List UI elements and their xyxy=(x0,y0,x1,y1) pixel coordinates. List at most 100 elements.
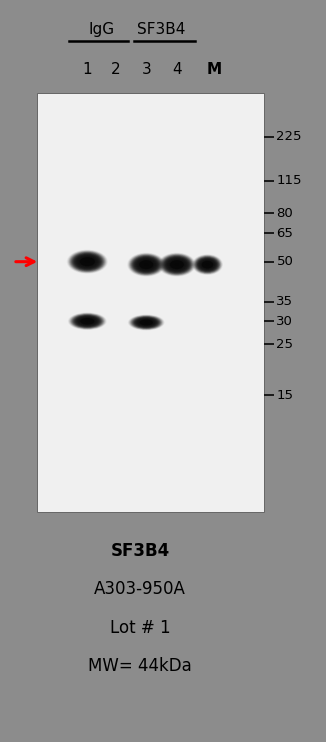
Ellipse shape xyxy=(137,318,156,326)
Ellipse shape xyxy=(128,253,164,276)
Text: 4: 4 xyxy=(172,62,182,76)
Ellipse shape xyxy=(131,255,162,275)
Ellipse shape xyxy=(199,259,215,270)
Text: 80: 80 xyxy=(276,207,293,220)
Ellipse shape xyxy=(130,255,163,275)
Ellipse shape xyxy=(169,260,185,270)
Ellipse shape xyxy=(131,316,161,329)
Ellipse shape xyxy=(140,320,152,325)
Ellipse shape xyxy=(143,263,149,266)
Ellipse shape xyxy=(197,257,218,272)
Ellipse shape xyxy=(132,255,161,274)
Ellipse shape xyxy=(80,318,95,324)
Ellipse shape xyxy=(68,250,107,273)
Ellipse shape xyxy=(204,262,211,267)
Ellipse shape xyxy=(128,315,165,330)
Ellipse shape xyxy=(80,257,95,266)
Ellipse shape xyxy=(161,255,192,275)
Text: Lot # 1: Lot # 1 xyxy=(110,619,170,637)
Ellipse shape xyxy=(80,318,95,324)
Ellipse shape xyxy=(139,320,153,326)
Ellipse shape xyxy=(74,315,100,327)
Ellipse shape xyxy=(170,260,184,269)
Ellipse shape xyxy=(76,255,99,269)
Ellipse shape xyxy=(133,317,159,328)
Ellipse shape xyxy=(162,255,191,274)
Ellipse shape xyxy=(75,255,100,269)
Ellipse shape xyxy=(132,316,160,329)
Text: A303-950A: A303-950A xyxy=(94,580,186,598)
Ellipse shape xyxy=(158,252,196,277)
Ellipse shape xyxy=(70,313,105,329)
Ellipse shape xyxy=(139,260,153,269)
Ellipse shape xyxy=(198,258,217,271)
Ellipse shape xyxy=(135,257,157,272)
Ellipse shape xyxy=(172,262,181,268)
Ellipse shape xyxy=(84,320,90,323)
Ellipse shape xyxy=(141,321,152,325)
Ellipse shape xyxy=(167,258,187,271)
Text: MW= 44kDa: MW= 44kDa xyxy=(88,657,192,675)
Ellipse shape xyxy=(145,322,147,323)
Ellipse shape xyxy=(68,312,107,330)
Ellipse shape xyxy=(79,257,96,267)
Ellipse shape xyxy=(165,257,189,272)
Ellipse shape xyxy=(171,261,182,268)
Ellipse shape xyxy=(142,321,151,324)
Ellipse shape xyxy=(81,318,94,324)
Ellipse shape xyxy=(72,315,102,328)
Ellipse shape xyxy=(159,253,195,276)
Ellipse shape xyxy=(192,255,223,275)
Ellipse shape xyxy=(134,257,159,272)
Ellipse shape xyxy=(204,263,210,266)
Text: 25: 25 xyxy=(276,338,293,351)
Ellipse shape xyxy=(138,318,155,326)
Ellipse shape xyxy=(202,261,213,268)
Text: 15: 15 xyxy=(276,389,293,402)
Ellipse shape xyxy=(144,263,148,266)
Text: 30: 30 xyxy=(276,315,293,328)
Ellipse shape xyxy=(136,318,157,327)
Ellipse shape xyxy=(170,260,184,269)
Text: 1: 1 xyxy=(82,62,92,76)
Ellipse shape xyxy=(194,256,221,274)
Ellipse shape xyxy=(164,257,189,272)
Ellipse shape xyxy=(196,257,218,272)
Ellipse shape xyxy=(168,259,186,270)
Ellipse shape xyxy=(144,322,148,324)
Ellipse shape xyxy=(73,315,101,327)
Text: SF3B4: SF3B4 xyxy=(111,542,170,559)
Ellipse shape xyxy=(85,321,89,322)
Ellipse shape xyxy=(84,260,90,263)
Ellipse shape xyxy=(78,256,97,267)
Ellipse shape xyxy=(72,252,103,271)
Ellipse shape xyxy=(201,260,213,269)
Ellipse shape xyxy=(141,261,152,268)
Ellipse shape xyxy=(75,316,99,326)
Ellipse shape xyxy=(193,255,221,274)
Ellipse shape xyxy=(129,315,164,330)
Ellipse shape xyxy=(207,264,208,265)
Ellipse shape xyxy=(78,317,96,326)
Ellipse shape xyxy=(70,252,105,272)
Ellipse shape xyxy=(83,319,92,324)
Ellipse shape xyxy=(193,255,222,275)
Ellipse shape xyxy=(82,259,92,265)
Ellipse shape xyxy=(206,263,209,266)
Ellipse shape xyxy=(196,257,219,272)
Ellipse shape xyxy=(176,264,178,265)
Ellipse shape xyxy=(138,260,155,270)
Text: 35: 35 xyxy=(276,295,293,308)
Ellipse shape xyxy=(134,257,158,272)
Ellipse shape xyxy=(129,254,163,275)
Ellipse shape xyxy=(71,314,104,329)
Ellipse shape xyxy=(140,320,153,326)
Text: M: M xyxy=(207,62,222,76)
Ellipse shape xyxy=(74,254,101,269)
Bar xyxy=(37,93,264,512)
Ellipse shape xyxy=(199,259,216,271)
Ellipse shape xyxy=(174,263,180,266)
Ellipse shape xyxy=(134,317,158,328)
Ellipse shape xyxy=(86,261,88,262)
Text: 3: 3 xyxy=(141,62,151,76)
